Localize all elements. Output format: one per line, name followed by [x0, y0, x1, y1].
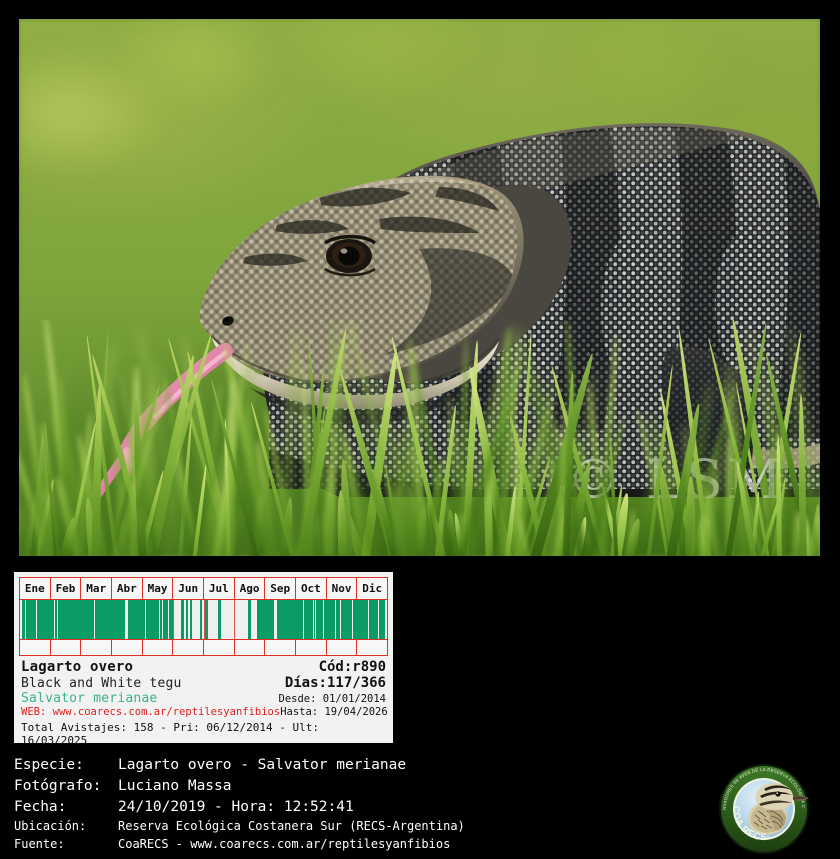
sighting-bar: [160, 600, 162, 639]
code-value: r890: [352, 659, 386, 675]
month-foot-cell-dic: [357, 640, 387, 655]
sighting-bar: [205, 600, 208, 639]
info-value: Reserva Ecológica Costanera Sur (RECS-Ar…: [118, 818, 714, 835]
web-url: www.coarecs.com.ar/reptilesyanfibios: [53, 706, 281, 718]
to-field: Hasta: 19/04/2026: [280, 706, 387, 718]
info-value: 24/10/2019 - Hora: 12:52:41: [118, 797, 714, 817]
row-common-es: Lagarto overo Cód:r890: [21, 659, 386, 675]
row-common-en: Black and White tegu Días:117/366: [21, 675, 386, 691]
sighting-bar: [383, 600, 385, 639]
info-row: Especie: Lagarto overo - Salvator meriana…: [14, 755, 714, 775]
month-cell-abr: Abr: [112, 578, 143, 599]
month-foot-cell-nov: [327, 640, 358, 655]
month-foot-cell-ene: [20, 640, 51, 655]
info-label: Ubicación:: [14, 818, 118, 835]
common-name-en: Black and White tegu: [21, 676, 182, 691]
info-value: Lagarto overo - Salvator merianae: [118, 755, 714, 775]
info-row: Ubicación: Reserva Ecológica Costanera Su…: [14, 818, 714, 835]
sighting-bar: [186, 600, 188, 639]
month-cell-sep: Sep: [265, 578, 296, 599]
days-value: 117/366: [327, 675, 386, 691]
month-cell-ago: Ago: [235, 578, 266, 599]
sighting-bar: [248, 600, 251, 639]
sightings-bars: [20, 600, 387, 639]
sighting-bar: [358, 600, 361, 639]
phenology-chart: Ene Feb Mar Abr May Jun Jul Ago Sep Oct Nov Dic: [19, 577, 388, 656]
info-row: Fuente: CoaRECS - www.coarecs.com.ar/rept…: [14, 836, 714, 853]
month-foot-cell-sep: [265, 640, 296, 655]
month-foot-cell-may: [143, 640, 174, 655]
info-value: Luciano Massa: [118, 776, 714, 796]
sighting-bar: [55, 600, 57, 639]
month-foot-cell-mar: [81, 640, 112, 655]
sighting-bar: [171, 600, 173, 639]
common-name-es: Lagarto overo: [21, 659, 133, 675]
sighting-bar: [218, 600, 221, 639]
info-label: Fuente:: [14, 836, 118, 853]
month-foot-cell-feb: [51, 640, 82, 655]
sighting-bar: [321, 600, 323, 639]
month-cell-nov: Nov: [327, 578, 358, 599]
row-web: WEB: www.coarecs.com.ar/reptilesyanfibio…: [21, 706, 386, 718]
sighting-bar: [123, 600, 125, 639]
month-foot-cell-oct: [296, 640, 327, 655]
sighting-bar: [53, 600, 55, 639]
code-label: Cód:: [319, 659, 353, 675]
month-cell-ene: Ene: [20, 578, 51, 599]
month-foot-cell-abr: [112, 640, 143, 655]
from-label: Desde:: [279, 693, 317, 705]
to-label: Hasta:: [280, 706, 318, 718]
sighting-bar: [299, 600, 301, 639]
month-cell-oct: Oct: [296, 578, 327, 599]
row-scientific: Salvator merianae Desde: 01/01/2014: [21, 691, 386, 706]
month-cell-jun: Jun: [173, 578, 204, 599]
days-label: Días:: [285, 675, 327, 691]
sighting-bar: [272, 600, 274, 639]
month-cell-dic: Dic: [357, 578, 387, 599]
sighting-bar: [301, 600, 303, 639]
web-label: WEB:: [21, 706, 46, 718]
month-cell-may: May: [143, 578, 174, 599]
to-value: 19/04/2026: [324, 706, 387, 718]
species-photo: © LSM: [19, 19, 820, 556]
coa-recs-logo[interactable]: CLUB DE OBSERVADORES DE AVES DE LA RESER…: [716, 763, 812, 855]
record-info: Especie: Lagarto overo - Salvator meriana…: [14, 755, 714, 854]
info-label: Fecha:: [14, 797, 118, 817]
info-row: Fecha: 24/10/2019 - Hora: 12:52:41: [14, 797, 714, 817]
info-label: Fotógrafo:: [14, 776, 118, 796]
month-gridline: [234, 600, 235, 639]
month-foot-cell-jul: [204, 640, 235, 655]
sighting-bar: [156, 600, 159, 639]
month-cell-mar: Mar: [81, 578, 112, 599]
web-link[interactable]: WEB: www.coarecs.com.ar/reptilesyanfibio…: [21, 706, 280, 718]
sighting-bar: [190, 600, 192, 639]
month-header-row: Ene Feb Mar Abr May Jun Jul Ago Sep Oct Nov Dic: [20, 578, 387, 600]
phenology-panel: Ene Feb Mar Abr May Jun Jul Ago Sep Oct Nov Dic Lag…: [14, 572, 393, 743]
month-foot-cell-ago: [235, 640, 266, 655]
grass-blade: [702, 512, 706, 556]
days-field: Días:117/366: [285, 675, 386, 691]
grass-foreground: [19, 320, 820, 556]
species-card-text: Lagarto overo Cód:r890 Black and White t…: [21, 659, 386, 747]
month-footer-row: [20, 639, 387, 655]
info-value: CoaRECS - www.coarecs.com.ar/reptilesyan…: [118, 836, 714, 853]
grass-blade: [19, 506, 28, 556]
sighting-bar: [181, 600, 183, 639]
from-field: Desde: 01/01/2014: [279, 693, 386, 705]
totals-line: Total Avistajes: 158 - Pri: 06/12/2014 -…: [21, 721, 386, 747]
info-row: Fotógrafo: Luciano Massa: [14, 776, 714, 796]
sighting-bar: [200, 600, 202, 639]
from-value: 01/01/2014: [323, 693, 386, 705]
code-field: Cód:r890: [319, 659, 386, 675]
scientific-name: Salvator merianae: [21, 691, 157, 706]
info-label: Especie:: [14, 755, 118, 775]
month-foot-cell-jun: [173, 640, 204, 655]
month-cell-jul: Jul: [204, 578, 235, 599]
month-cell-feb: Feb: [51, 578, 82, 599]
